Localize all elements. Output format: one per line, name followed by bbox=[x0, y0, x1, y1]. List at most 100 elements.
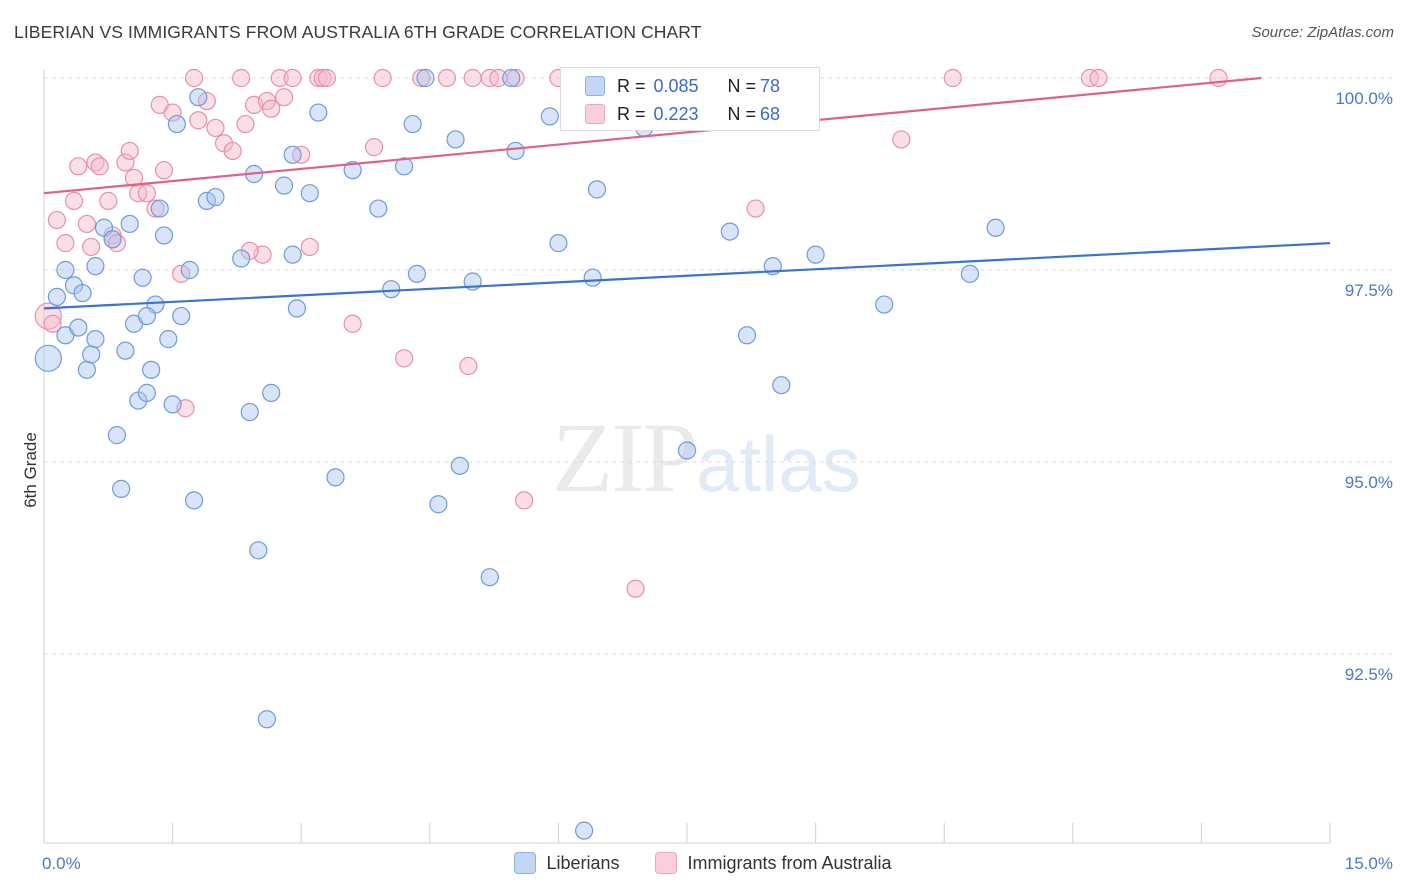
liberians-point bbox=[502, 68, 521, 88]
liberians-point bbox=[429, 495, 448, 514]
liberians-point bbox=[189, 88, 208, 107]
r-label: R = bbox=[617, 103, 646, 124]
trend-lines bbox=[43, 76, 1331, 310]
australia-point bbox=[459, 356, 478, 376]
australia-point bbox=[154, 161, 174, 180]
liberians-point bbox=[262, 383, 281, 402]
y-tick-label: 97.5% bbox=[1345, 281, 1393, 300]
australia-point bbox=[313, 68, 332, 88]
liberians-point bbox=[206, 187, 225, 207]
australia-point bbox=[172, 264, 191, 283]
australia-point bbox=[412, 68, 431, 88]
liberians-point bbox=[133, 268, 152, 287]
legend-label-australia: Immigrants from Australia bbox=[687, 852, 892, 873]
y-tick-label: 100.0% bbox=[1335, 89, 1393, 108]
series-legend: Liberians Immigrants from Australia bbox=[0, 852, 1406, 874]
liberians-point bbox=[86, 257, 105, 276]
liberians-point bbox=[240, 402, 259, 422]
liberians-point bbox=[575, 821, 594, 840]
australia-point bbox=[163, 103, 182, 122]
australia-swatch bbox=[585, 104, 605, 124]
liberians-point bbox=[159, 330, 178, 349]
australia-point bbox=[300, 237, 319, 257]
australia-point bbox=[892, 130, 911, 149]
liberians-point bbox=[446, 130, 465, 149]
chart-title: LIBERIAN VS IMMIGRANTS FROM AUSTRALIA 6T… bbox=[14, 22, 702, 42]
liberians-point bbox=[369, 199, 388, 218]
australia-point bbox=[56, 234, 75, 253]
australia-point bbox=[43, 314, 62, 333]
australia-point bbox=[64, 191, 84, 210]
liberians-points bbox=[34, 68, 1005, 840]
liberians-point bbox=[167, 114, 186, 134]
australia-point bbox=[189, 111, 208, 130]
liberians-trend-line bbox=[43, 242, 1331, 310]
watermark-zip: ZIP bbox=[552, 402, 698, 513]
liberians-point bbox=[806, 245, 825, 264]
australia-point bbox=[197, 91, 216, 111]
legend-item-australia[interactable]: Immigrants from Australia bbox=[655, 852, 892, 874]
liberians-point bbox=[77, 360, 96, 379]
australia-point bbox=[437, 68, 457, 88]
liberians-point bbox=[154, 226, 174, 245]
n-label: N = bbox=[727, 103, 757, 124]
australia-point bbox=[364, 138, 384, 157]
australia-point bbox=[506, 68, 525, 88]
r-label: R = bbox=[617, 75, 646, 96]
australia-point bbox=[626, 579, 645, 598]
australia-point bbox=[90, 157, 109, 176]
australia-point bbox=[232, 68, 251, 88]
liberians-point bbox=[274, 176, 294, 195]
liberians-point bbox=[184, 491, 204, 510]
australia-point bbox=[99, 191, 118, 210]
australia-point bbox=[463, 68, 482, 88]
australia-point bbox=[746, 199, 765, 218]
liberians-point bbox=[549, 234, 568, 253]
liberians-point bbox=[416, 68, 435, 88]
australia-point bbox=[223, 141, 242, 161]
australia-point bbox=[274, 88, 294, 107]
legend-row-liberians: R = 0.085 N = 78 bbox=[585, 74, 780, 98]
australia-trend-line bbox=[43, 76, 1262, 195]
australia-point bbox=[116, 153, 135, 172]
legend-label-liberians: Liberians bbox=[546, 852, 620, 873]
r-value: 0.085 bbox=[653, 75, 699, 96]
liberians-point bbox=[120, 214, 139, 234]
australia-point bbox=[394, 349, 414, 368]
australia-point bbox=[262, 99, 281, 118]
australia-point bbox=[270, 68, 289, 88]
legend-item-liberians[interactable]: Liberians bbox=[514, 852, 619, 874]
x-tick-label: 0.0% bbox=[42, 854, 81, 873]
australia-point bbox=[515, 491, 534, 510]
liberians-point bbox=[137, 306, 156, 326]
legend-row-australia: R = 0.223 N = 68 bbox=[585, 102, 780, 126]
australia-point bbox=[1089, 68, 1108, 88]
liberians-point bbox=[86, 330, 105, 349]
source-credit: Source: ZipAtlas.com bbox=[1251, 24, 1394, 41]
australia-point bbox=[82, 237, 101, 257]
australia-point bbox=[283, 68, 302, 88]
liberians-point bbox=[309, 103, 328, 122]
australia-point bbox=[373, 68, 392, 88]
liberians-point bbox=[180, 260, 199, 280]
liberians-point bbox=[142, 360, 161, 379]
watermark-atlas: atlas bbox=[696, 420, 861, 508]
liberians-point bbox=[960, 264, 980, 283]
liberians-point bbox=[82, 345, 101, 364]
australia-point bbox=[1209, 68, 1228, 88]
n-value: 78 bbox=[760, 75, 781, 96]
y-axis-label: 6th Grade bbox=[21, 432, 40, 508]
liberians-legend-swatch bbox=[514, 852, 537, 874]
liberians-point bbox=[112, 479, 131, 498]
liberians-point bbox=[677, 441, 697, 460]
gridlines bbox=[44, 77, 1392, 655]
australia-point bbox=[184, 68, 204, 88]
y-tick-label: 95.0% bbox=[1345, 473, 1393, 492]
liberians-point bbox=[480, 568, 499, 587]
australia-point bbox=[146, 199, 165, 218]
liberians-point bbox=[249, 541, 268, 560]
australia-point bbox=[943, 68, 962, 88]
liberians-point bbox=[103, 230, 122, 249]
liberians-point bbox=[540, 107, 559, 126]
